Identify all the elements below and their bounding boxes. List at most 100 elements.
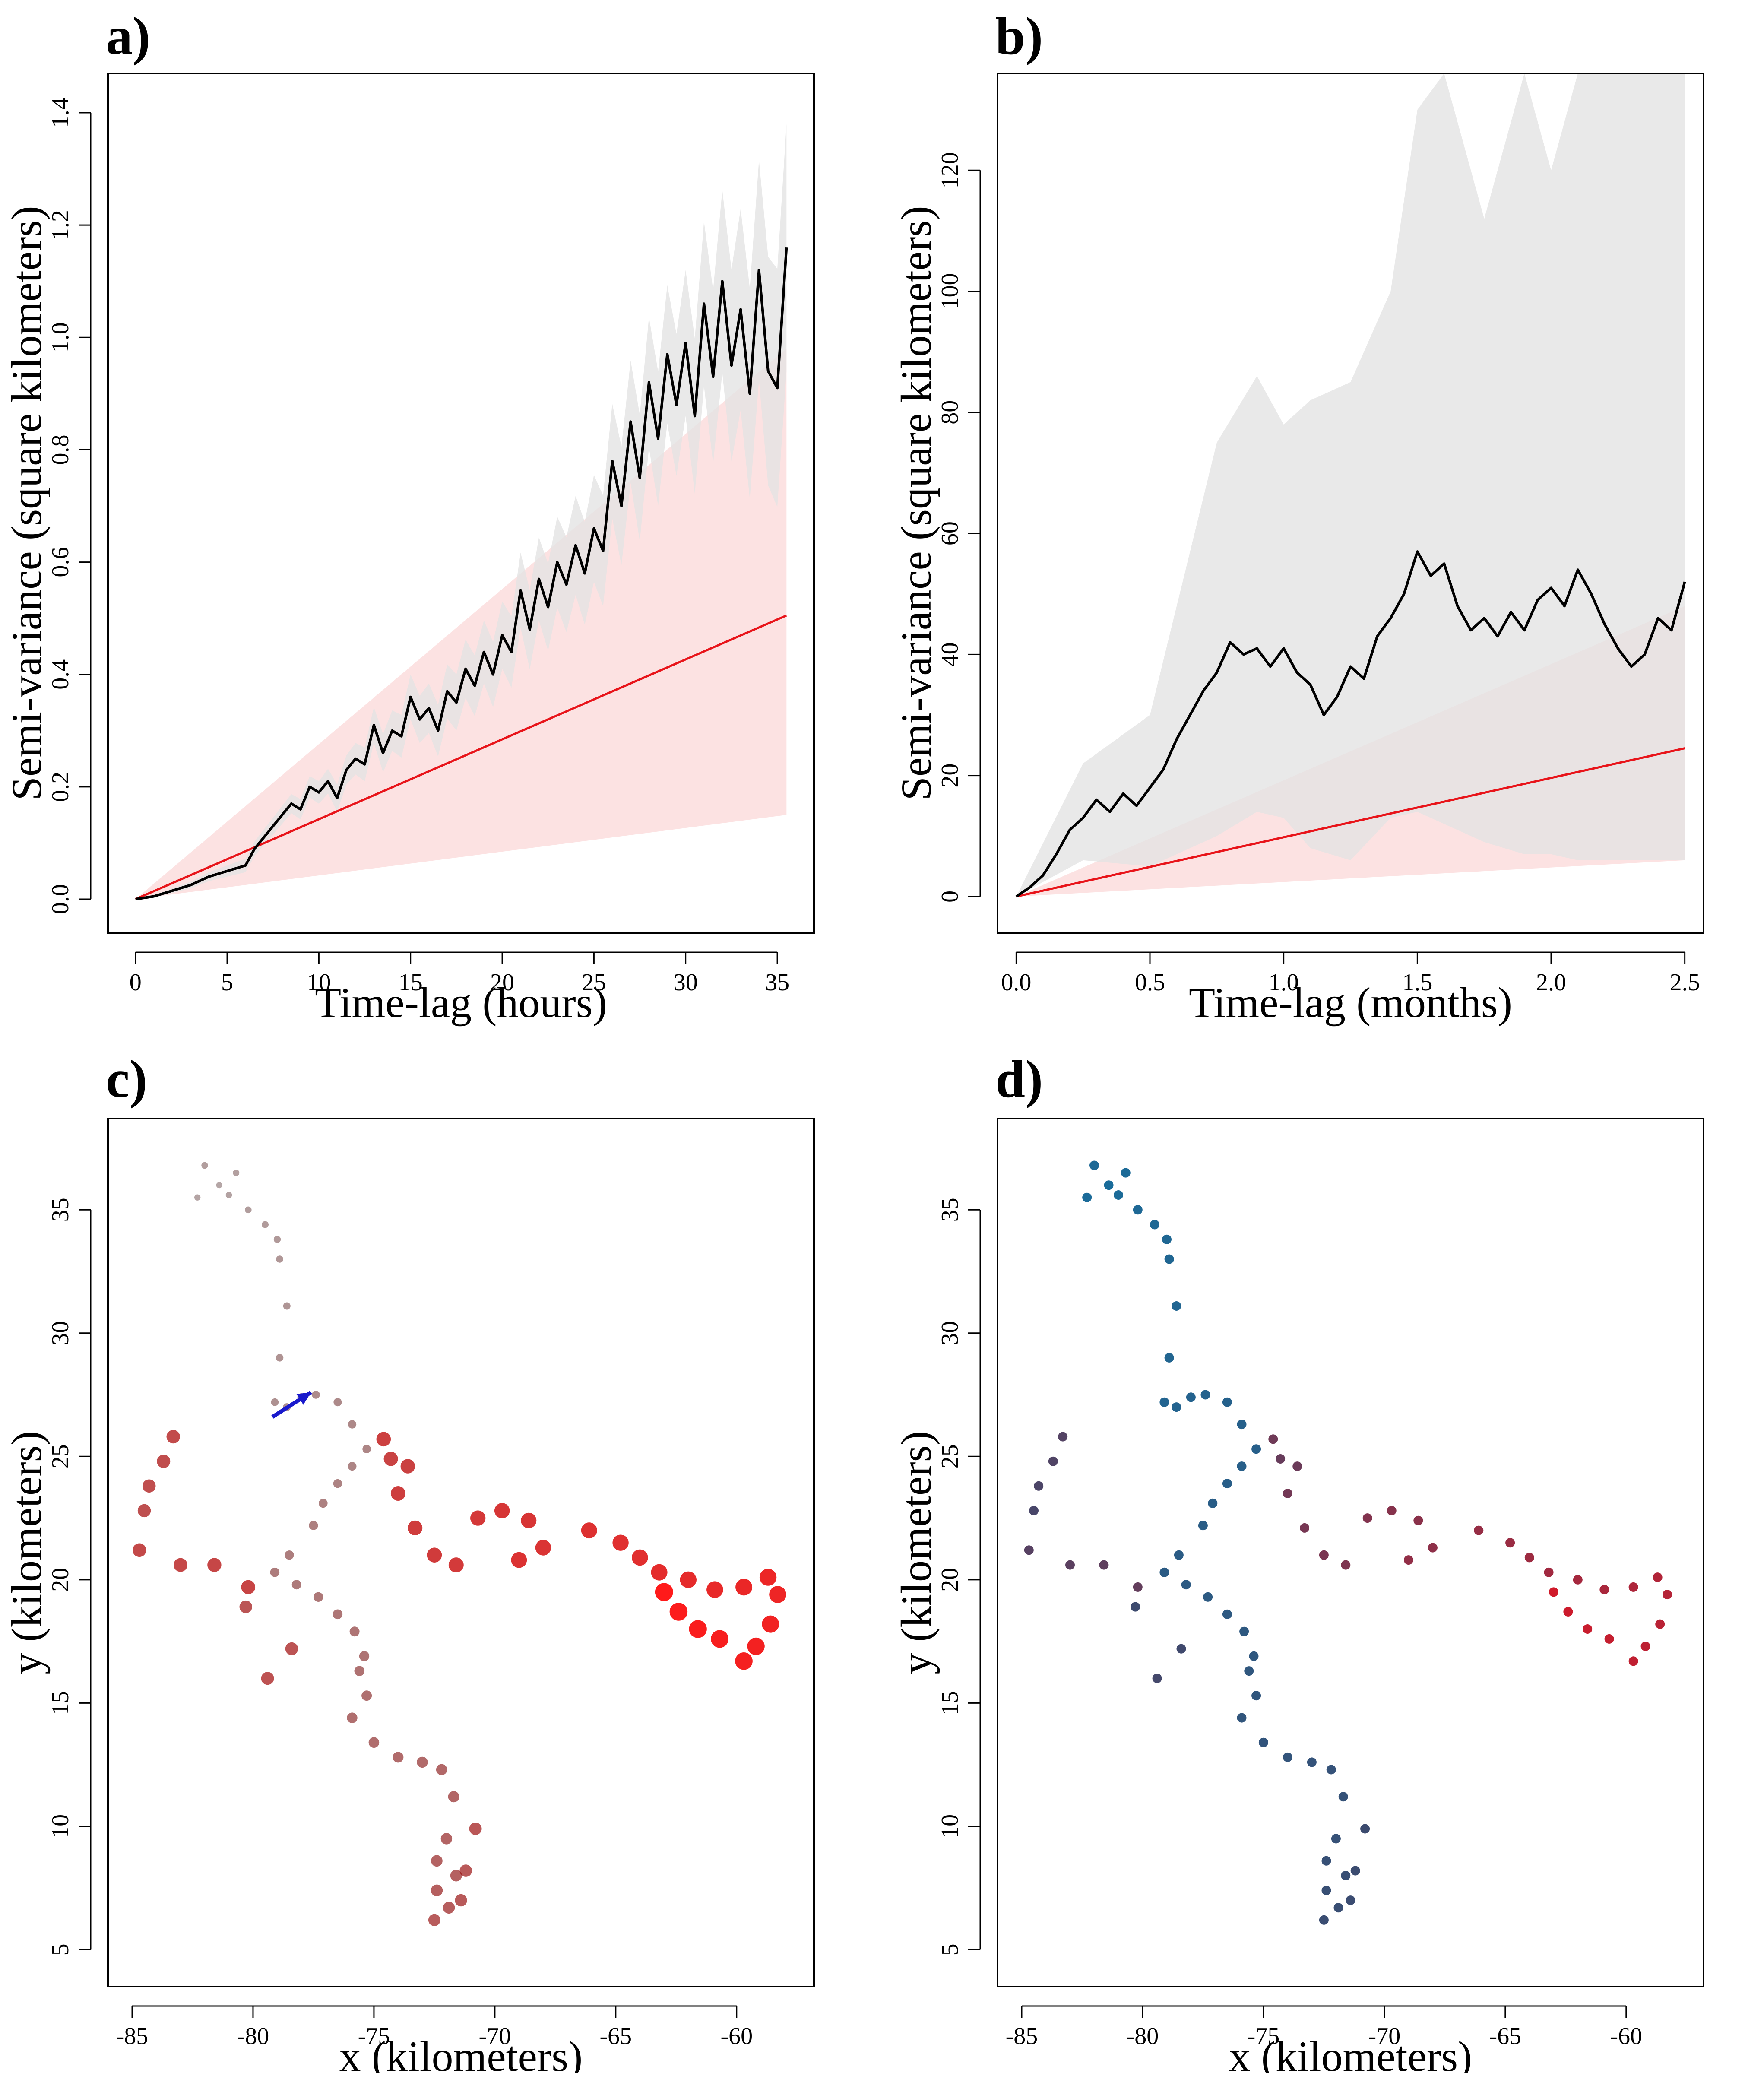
location-point [1362, 1513, 1372, 1523]
location-point [1338, 1792, 1348, 1802]
location-point [1341, 1871, 1351, 1880]
location-point [1268, 1434, 1278, 1444]
location-point [383, 1452, 398, 1466]
location-point [1089, 1160, 1099, 1170]
location-point [368, 1737, 380, 1748]
location-point [1200, 1390, 1210, 1400]
plot-frame [107, 73, 815, 934]
location-point [312, 1391, 320, 1399]
plot-frame [997, 73, 1704, 934]
location-point [347, 1712, 358, 1723]
x-tick-label: 0 [130, 969, 142, 996]
location-point [174, 1558, 187, 1572]
location-point [1524, 1553, 1534, 1563]
y-axis-title: y (kilometers) [892, 1431, 940, 1674]
location-point [1114, 1190, 1123, 1200]
y-tick-label: 10 [937, 1814, 963, 1838]
location-point [1604, 1634, 1614, 1644]
x-tick-label: -70 [1368, 2023, 1401, 2050]
x-tick-label: -60 [1610, 2023, 1642, 2050]
x-axis-title: x (kilometers) [339, 2032, 583, 2073]
y-tick-label: 35 [47, 1198, 74, 1222]
location-point [1319, 1915, 1329, 1925]
location-point [1249, 1651, 1259, 1661]
x-tick-label: -75 [1248, 2023, 1280, 2050]
location-point [1133, 1582, 1143, 1592]
location-point [431, 1855, 443, 1867]
location-point [428, 1914, 440, 1926]
location-point [1034, 1481, 1044, 1491]
location-point [1237, 1713, 1247, 1723]
location-point [1403, 1555, 1413, 1565]
location-point [1099, 1560, 1109, 1570]
location-point [241, 1580, 256, 1594]
location-point [1186, 1392, 1196, 1402]
location-point [1133, 1205, 1143, 1215]
location-point [1413, 1515, 1423, 1525]
location-point [1181, 1580, 1191, 1590]
x-tick-label: 10 [307, 969, 331, 996]
location-point [455, 1894, 467, 1907]
x-tick-label: -80 [237, 2023, 269, 2050]
location-point [1276, 1454, 1286, 1464]
y-tick-label: 25 [937, 1444, 963, 1468]
location-point [1152, 1674, 1162, 1683]
y-tick-label: 15 [937, 1691, 963, 1715]
location-point [348, 1462, 357, 1471]
location-point [1341, 1560, 1351, 1570]
location-point [137, 1504, 151, 1518]
location-point [1222, 1609, 1232, 1619]
location-point [276, 1255, 283, 1263]
location-point [1628, 1582, 1638, 1592]
location-point [511, 1552, 527, 1568]
location-point [283, 1302, 291, 1310]
location-point [436, 1764, 447, 1775]
y-tick-label: 0 [937, 891, 963, 903]
location-point [201, 1162, 208, 1169]
location-point [1346, 1895, 1355, 1905]
location-point [1258, 1737, 1268, 1747]
location-point [1104, 1180, 1114, 1190]
plot-area [1024, 1160, 1672, 1925]
location-point [319, 1499, 328, 1508]
plot-area [133, 1162, 786, 1926]
location-point [762, 1615, 779, 1633]
location-point [291, 1580, 301, 1590]
panel-d-track-map: d) -85 -80 -75 -70 -65 -60 x (kilometers) 5 10 15… [892, 1049, 1704, 2073]
location-point [1321, 1856, 1331, 1866]
location-point [1321, 1886, 1331, 1895]
location-point [711, 1630, 729, 1648]
location-point [333, 1398, 342, 1407]
location-point [1159, 1567, 1169, 1577]
model-semivariance-line [135, 614, 787, 900]
location-point [261, 1672, 274, 1685]
location-point [1237, 1420, 1247, 1430]
x-tick-label: 1.5 [1402, 969, 1432, 996]
location-point [1300, 1523, 1310, 1533]
y-tick-label: 35 [937, 1198, 963, 1222]
location-point [632, 1549, 648, 1566]
location-point [1198, 1521, 1208, 1531]
location-point [1162, 1234, 1172, 1244]
location-point [276, 1354, 284, 1362]
panel-label-b: b) [995, 6, 1043, 66]
plot-frame [997, 1118, 1704, 1987]
x-tick-label: 0.0 [1001, 969, 1031, 996]
location-point [443, 1902, 455, 1914]
location-point [450, 1870, 462, 1882]
location-point [407, 1520, 423, 1536]
location-point [1350, 1866, 1360, 1876]
x-tick-label: 0.5 [1135, 969, 1165, 996]
location-point [1172, 1301, 1181, 1311]
plot-area [135, 124, 788, 900]
plot-area [1015, 73, 1686, 898]
y-axis-title: Semi-variance (square kilometers) [3, 206, 51, 800]
empirical-confidence-band [135, 124, 787, 899]
location-point [1319, 1550, 1329, 1560]
location-point [459, 1864, 472, 1877]
location-point [680, 1571, 697, 1588]
location-point [1573, 1575, 1583, 1585]
location-point [1131, 1602, 1140, 1612]
location-point [1058, 1432, 1068, 1442]
location-point [1222, 1397, 1232, 1407]
